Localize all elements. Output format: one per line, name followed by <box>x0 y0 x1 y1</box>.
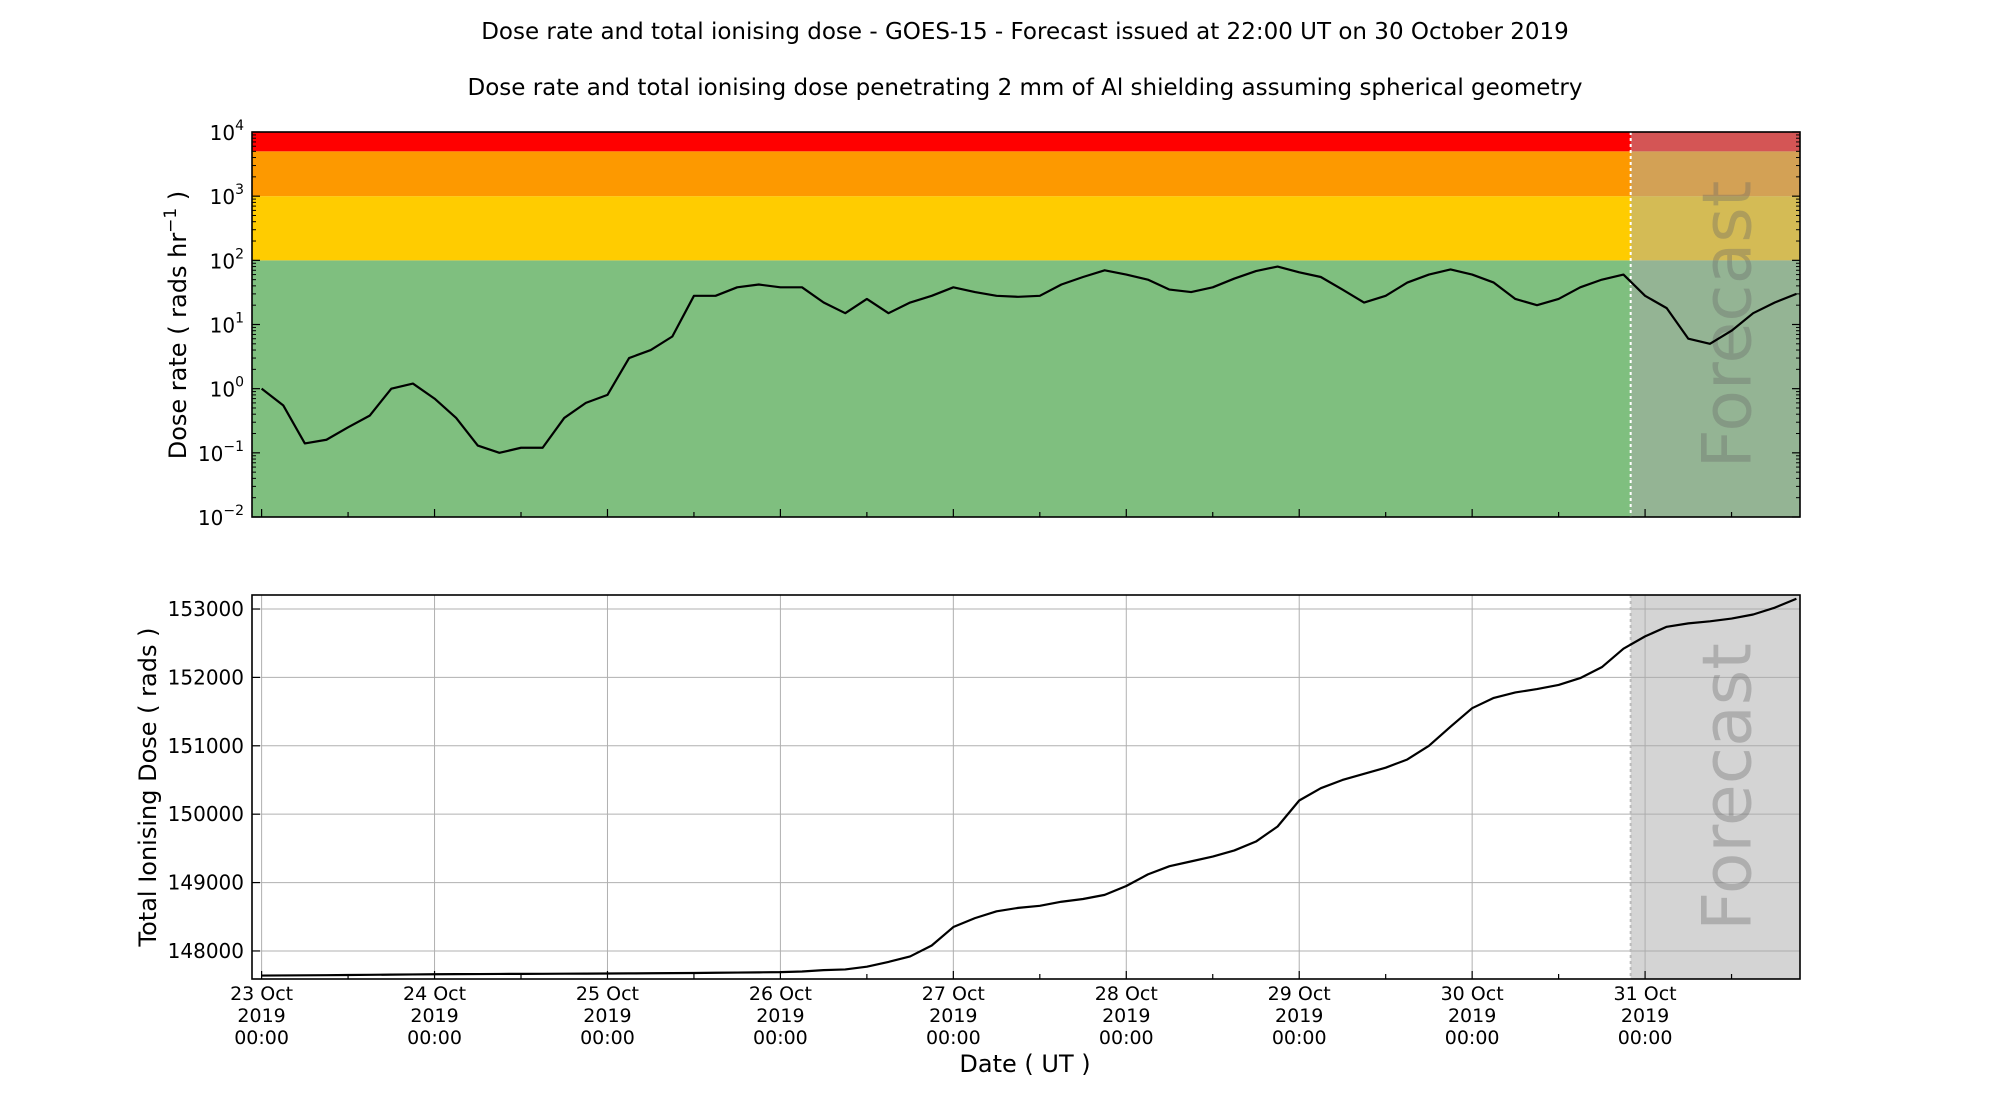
threshold-band <box>252 151 1800 197</box>
data-line <box>260 265 1797 454</box>
y-tick-label: 102 <box>210 246 244 273</box>
y-tick-label: 150000 <box>168 802 244 826</box>
bottom-y-axis-label: Total Ionising Dose ( rads ) <box>134 628 162 948</box>
forecast-label: Forecast <box>1688 181 1767 469</box>
x-tick-label: 28 Oct <box>1095 983 1158 1005</box>
x-tick-label: 00:00 <box>580 1027 635 1049</box>
y-tick-label: 104 <box>210 118 244 145</box>
x-tick-label: 30 Oct <box>1441 983 1504 1005</box>
x-tick-label: 26 Oct <box>749 983 812 1005</box>
x-tick-label: 24 Oct <box>403 983 466 1005</box>
plot-frame <box>251 594 1801 980</box>
x-tick-label: 00:00 <box>1618 1027 1673 1049</box>
threshold-band <box>252 196 1800 261</box>
y-tick-label: 151000 <box>168 734 244 758</box>
x-axis-label: Date ( UT ) <box>959 1050 1090 1078</box>
x-tick-label: 31 Oct <box>1614 983 1677 1005</box>
x-tick-label: 29 Oct <box>1268 983 1331 1005</box>
chart-title: Dose rate and total ionising dose - GOES… <box>481 19 1569 45</box>
x-tick-label: 2019 <box>583 1005 631 1027</box>
threshold-band <box>252 132 1800 152</box>
x-tick-label: 00:00 <box>926 1027 981 1049</box>
forecast-region <box>1630 595 1800 979</box>
y-tick-label: 149000 <box>168 871 244 895</box>
x-tick-label: 27 Oct <box>922 983 985 1005</box>
top-y-axis-label: Dose rate ( rads hr−1 ) <box>161 191 192 460</box>
x-tick-label: 00:00 <box>1445 1027 1500 1049</box>
x-tick-label: 2019 <box>1448 1005 1496 1027</box>
y-tick-label: 10−1 <box>198 439 244 466</box>
x-tick-label: 00:00 <box>1099 1027 1154 1049</box>
forecast-region <box>1630 132 1800 517</box>
x-tick-label: 2019 <box>1621 1005 1669 1027</box>
chart-subtitle: Dose rate and total ionising dose penetr… <box>467 75 1582 101</box>
y-tick-label: 10−2 <box>198 503 244 530</box>
data-line <box>261 597 1797 977</box>
x-tick-label: 2019 <box>756 1005 804 1027</box>
total-dose-panel: Forecast 148000 149000 150000 151000 152000 15… <box>168 594 1801 1049</box>
x-tick-label: 2019 <box>1102 1005 1150 1027</box>
threshold-band <box>252 260 1800 517</box>
x-tick-label: 25 Oct <box>576 983 639 1005</box>
y-tick-label: 103 <box>210 182 244 209</box>
x-tick-label: 2019 <box>237 1005 285 1027</box>
y-tick-label: 148000 <box>168 939 244 963</box>
x-tick-label: 00:00 <box>1272 1027 1327 1049</box>
x-tick-label: 00:00 <box>753 1027 808 1049</box>
x-tick-label: 2019 <box>1275 1005 1323 1027</box>
x-tick-label: 23 Oct <box>230 983 293 1005</box>
y-tick-label: 153000 <box>168 597 244 621</box>
y-tick-label: 101 <box>210 311 244 338</box>
x-tick-label: 2019 <box>929 1005 977 1027</box>
x-tick-label: 00:00 <box>407 1027 462 1049</box>
dose-rate-panel: Forecast 10−2 10−1 100 101 102 103 104 <box>198 118 1801 530</box>
forecast-label: Forecast <box>1688 643 1767 931</box>
x-tick-label: 2019 <box>410 1005 458 1027</box>
x-tick-label: 00:00 <box>234 1027 289 1049</box>
y-tick-label: 100 <box>210 375 244 402</box>
plot-background <box>252 595 1800 979</box>
y-tick-label: 152000 <box>168 665 244 689</box>
